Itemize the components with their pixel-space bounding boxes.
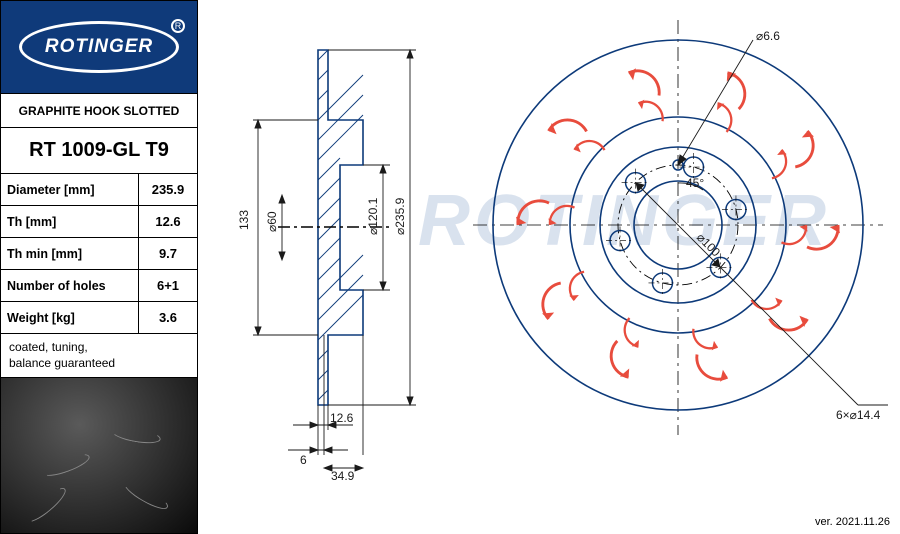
notes-text: coated, tuning, balance guaranteed xyxy=(9,340,115,370)
spec-row: Diameter [mm] 235.9 xyxy=(0,174,198,206)
dim-6: 6 xyxy=(300,453,307,467)
dim-133: 133 xyxy=(237,210,251,230)
front-view-drawing: ⌀6.6 45° ⌀100 6×⌀14.4 xyxy=(458,5,898,485)
spec-row: Th [mm] 12.6 xyxy=(0,206,198,238)
spec-label: Th [mm] xyxy=(1,206,139,237)
dim-34-9: 34.9 xyxy=(331,469,355,480)
spec-value: 3.6 xyxy=(139,302,197,333)
spec-row: Number of holes 6+1 xyxy=(0,270,198,302)
dim-45: 45° xyxy=(686,176,704,190)
spec-value: 6+1 xyxy=(139,270,197,301)
spec-label: Weight [kg] xyxy=(1,302,139,333)
dim-d120: ⌀120.1 xyxy=(366,197,380,235)
spec-label: Number of holes xyxy=(1,270,139,301)
version: ver. 2021.11.26 xyxy=(815,516,890,528)
spec-value: 9.7 xyxy=(139,238,197,269)
spec-label: Diameter [mm] xyxy=(1,174,139,205)
side-view-drawing: 133 ⌀60 ⌀120.1 ⌀235.9 12.6 6 34.9 xyxy=(218,10,468,480)
logo-text: ROTINGER xyxy=(45,36,153,58)
spec-row: Weight [kg] 3.6 xyxy=(0,302,198,334)
dim-d60: ⌀60 xyxy=(265,211,279,232)
spec-panel: ROTINGER R GRAPHITE HOOK SLOTTED RT 1009… xyxy=(0,0,198,534)
part-number: RT 1009-GL T9 xyxy=(0,128,198,174)
spec-value: 235.9 xyxy=(139,174,197,205)
logo-oval: ROTINGER xyxy=(19,21,179,73)
logo-box: ROTINGER R xyxy=(0,0,198,94)
notes: coated, tuning, balance guaranteed xyxy=(0,334,198,378)
dim-6x14: 6×⌀14.4 xyxy=(836,408,881,422)
dim-d6-6: ⌀6.6 xyxy=(756,29,780,43)
product-photo xyxy=(0,378,198,534)
spec-label: Th min [mm] xyxy=(1,238,139,269)
dim-12-6: 12.6 xyxy=(330,411,354,425)
spec-value: 12.6 xyxy=(139,206,197,237)
spec-row: Th min [mm] 9.7 xyxy=(0,238,198,270)
dim-d235: ⌀235.9 xyxy=(393,197,407,235)
drawing-area: ROTINGER xyxy=(198,0,900,534)
registered-icon: R xyxy=(171,19,185,33)
subtitle: GRAPHITE HOOK SLOTTED xyxy=(0,94,198,128)
